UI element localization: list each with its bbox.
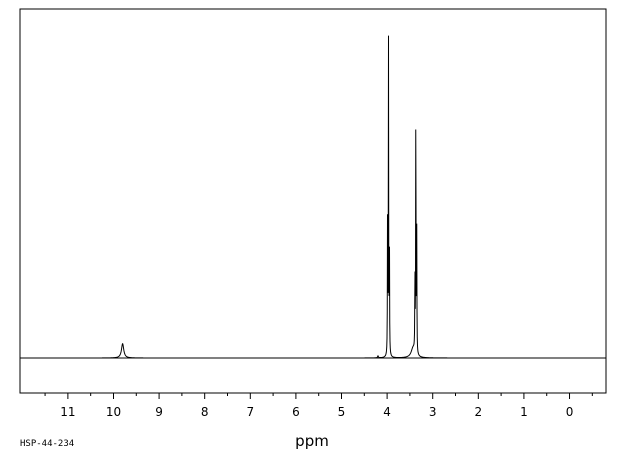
- tick-label: 5: [338, 405, 346, 419]
- spectrum-trace: [20, 35, 606, 359]
- x-axis-title: ppm: [295, 432, 329, 450]
- tick-label: 9: [155, 405, 163, 419]
- tick-label: 6: [292, 405, 300, 419]
- tick-label: 11: [60, 405, 75, 419]
- tick-label: 8: [201, 405, 209, 419]
- tick-label: 7: [246, 405, 254, 419]
- tick-label: 3: [429, 405, 437, 419]
- tick-label: 4: [383, 405, 391, 419]
- tick-label: 2: [474, 405, 482, 419]
- x-axis-ticks: [44, 393, 593, 399]
- tick-label: 10: [106, 405, 121, 419]
- sample-code: HSP-44-234: [20, 439, 74, 449]
- plot-frame: [19, 8, 607, 394]
- tick-label: 1: [520, 405, 528, 419]
- x-axis-tick-labels: 11 10 9 8 7 6 5 4 3 2 1 0: [60, 405, 573, 419]
- tick-label: 0: [566, 405, 574, 419]
